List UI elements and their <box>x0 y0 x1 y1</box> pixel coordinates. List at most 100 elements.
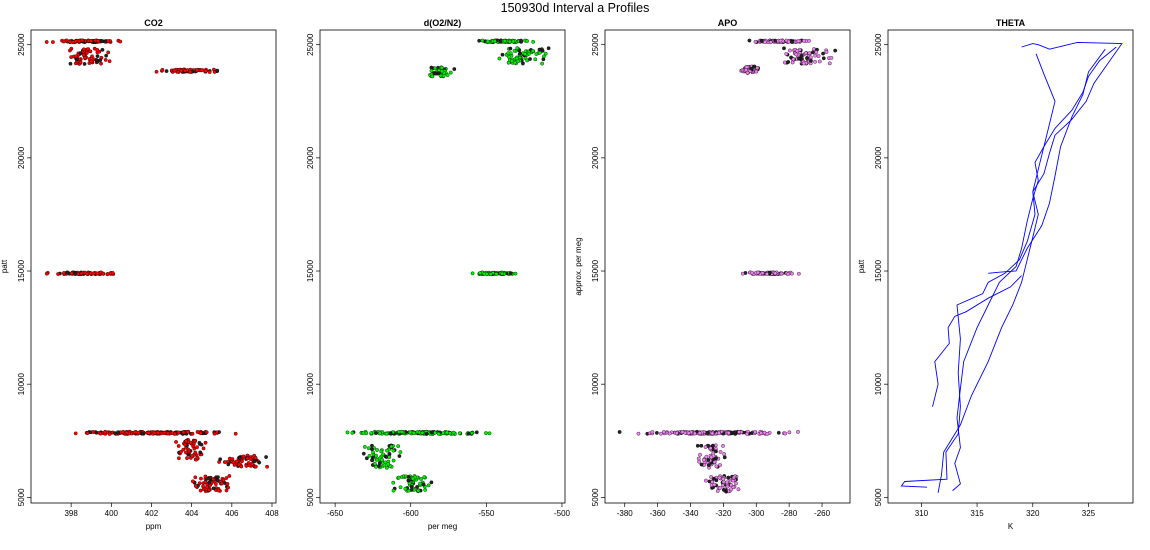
panel0-data-point-g5-55 <box>186 452 191 457</box>
panel2-data-point-g4-131 <box>783 431 788 436</box>
panel0-data-point-g3-57 <box>44 271 49 276</box>
panel0-data-point-g6-63 <box>239 464 244 469</box>
panel2-data-point-g1-61 <box>833 48 838 53</box>
panel1-data-point-g1-60 <box>507 54 511 59</box>
panel1-data-point-g1-64 <box>518 51 522 56</box>
panel2-data-point-g1-37 <box>784 52 789 56</box>
panel0-data-point-g7-26 <box>214 482 218 487</box>
panel2-data-point-g6-44 <box>729 483 734 487</box>
panel0-data-point-g1-31 <box>103 58 108 62</box>
panel3-plot-frame <box>887 29 1134 504</box>
panel2-data-point-g3-60 <box>786 272 791 276</box>
panel0-data-point-g7-46 <box>190 479 195 484</box>
panel1-data-point-g1-45 <box>534 52 539 56</box>
panel2-data-point-g3-65 <box>756 270 760 275</box>
panel1-data-point-g4-135 <box>467 431 471 436</box>
panel0-data-point-g6-58 <box>253 464 258 469</box>
panel0-data-point-g6-49 <box>231 460 236 465</box>
panel0-data-point-g6-36 <box>222 460 227 464</box>
panel1-data-point-g4-128 <box>388 431 393 436</box>
panel1-data-point-g5-59 <box>364 456 369 461</box>
panel2-data-point-g6-50 <box>717 475 722 480</box>
panel2-data-point-g1-57 <box>813 53 817 58</box>
panel0-data-point-g4-139 <box>186 429 190 434</box>
panel2-data-point-g1-19 <box>827 61 832 66</box>
panel0-data-point-g5-10 <box>185 456 189 461</box>
panel1-data-point-g1-62 <box>543 51 548 56</box>
panel2-data-point-g5-54 <box>695 443 700 448</box>
panel2-data-point-g6-51 <box>725 484 730 489</box>
panel0-data-point-g1-52 <box>89 59 94 64</box>
panel0-data-point-g5-50 <box>179 449 183 454</box>
panel2-data-point-g0-71 <box>768 40 773 45</box>
panel0-data-point-g7-48 <box>219 481 224 486</box>
panel0-data-point-g7-58 <box>221 478 226 482</box>
panel1-data-point-g1-61 <box>508 46 513 51</box>
panel0-data-point-g1-23 <box>107 59 112 64</box>
panel1-data-point-g1-54 <box>523 52 527 56</box>
panel2-data-point-g4-156 <box>674 431 679 436</box>
panel0-data-point-g1-45 <box>100 47 105 52</box>
panel2-data-point-g1-54 <box>805 56 809 60</box>
panel0-data-point-g2-48 <box>160 67 165 72</box>
panel2-data-point-g2-43 <box>749 66 754 71</box>
panel1-data-point-g4-138 <box>441 431 445 436</box>
panel0-plot-area <box>44 38 269 494</box>
panel1-data-point-g4-129 <box>361 431 366 436</box>
panel0-data-point-g6-52 <box>241 454 246 459</box>
panel2-data-point-g6-57 <box>721 477 726 481</box>
panel2-data-point-g3-69 <box>760 271 765 275</box>
panel0-data-point-g4-148 <box>181 430 186 435</box>
panel0-data-point-g5-35 <box>195 445 199 450</box>
panel0-data-point-g6-65 <box>249 462 254 466</box>
panel0-x-tick-label-400: 400 <box>105 509 119 518</box>
panel0-data-point-g5-43 <box>201 446 206 451</box>
panel0-data-point-g7-51 <box>227 474 232 478</box>
panel1-data-point-g2-47 <box>448 70 453 75</box>
panel0-data-point-g2-75 <box>183 68 188 73</box>
panel2-data-point-g0-64 <box>790 40 794 44</box>
panel0-data-point-g6-59 <box>226 462 231 467</box>
panel1-data-point-g6-53 <box>410 476 415 481</box>
panel0-data-point-g4-152 <box>133 430 138 434</box>
panel0-data-point-g0-69 <box>118 39 123 44</box>
panel2-data-point-g5-32 <box>706 463 711 468</box>
panel3-plot-area <box>900 41 1123 493</box>
panel1-data-point-g6-54 <box>403 486 408 491</box>
panel1-data-point-g1-32 <box>546 46 551 51</box>
panel1-data-point-g6-45 <box>398 485 403 490</box>
panel0-data-point-g2-50 <box>164 69 169 73</box>
panel1-data-point-g5-24 <box>391 458 396 463</box>
panel1-data-point-g4-90 <box>451 430 456 435</box>
panel1-data-point-g1-42 <box>500 52 505 57</box>
panel1-data-point-g5-6 <box>391 448 396 453</box>
panel0-data-point-g1-43 <box>88 49 93 54</box>
panel1-data-point-g4-117 <box>408 430 412 435</box>
panel0-data-point-g1-37 <box>81 47 86 52</box>
panel1-data-point-g5-22 <box>384 465 389 470</box>
panel1-data-point-g0-70 <box>502 39 507 43</box>
panel2-data-point-g4-142 <box>697 431 702 436</box>
panel1-x-tick-label-500: -500 <box>554 509 571 518</box>
panel0-data-point-g0-93 <box>96 39 100 43</box>
panel1-data-point-g1-67 <box>515 59 520 64</box>
panel1-data-point-g4-3 <box>474 430 479 435</box>
panel3-y-tick-label-15000: 15000 <box>874 259 883 282</box>
panel1-data-point-g3-64 <box>478 271 482 275</box>
panel0-data-point-g7-32 <box>201 484 205 489</box>
panel0-data-point-g1-49 <box>73 54 78 59</box>
panel2-data-point-g2-44 <box>744 65 749 70</box>
panel2-panel-title: APO <box>718 18 738 28</box>
panel2-data-point-g1-21 <box>788 48 792 53</box>
panel1-y-tick-label-25000: 25000 <box>306 33 315 56</box>
panel0-data-point-g7-59 <box>224 476 229 480</box>
panel0-x-tick-label-406: 406 <box>225 509 239 518</box>
panel3-series-line-2 <box>937 53 1056 493</box>
panel0-data-point-g7-52 <box>225 482 230 486</box>
panel2-data-point-g6-55 <box>732 475 736 480</box>
panel2-data-point-g3-59 <box>796 271 801 276</box>
panel2-data-point-g3-50 <box>790 271 794 276</box>
panel3-x-tick-label-325: 325 <box>1082 509 1096 518</box>
panel1-data-point-g4-99 <box>484 431 488 435</box>
